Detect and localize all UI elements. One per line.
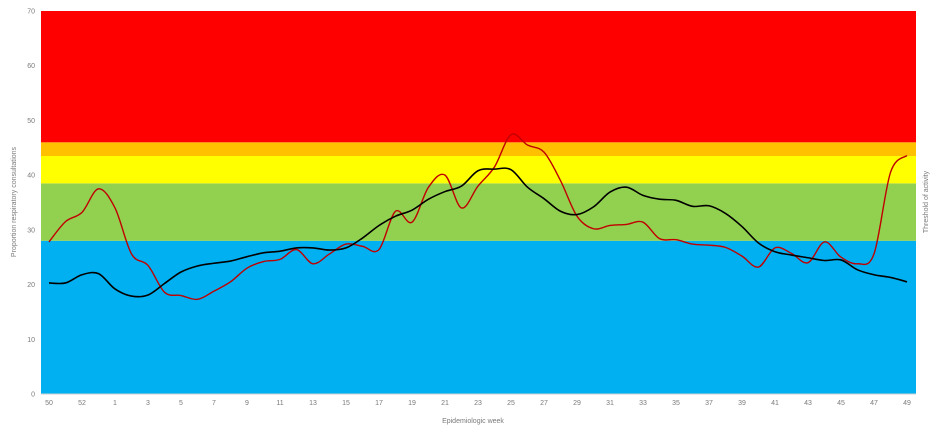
threshold-band-1	[41, 183, 916, 241]
y-tick-label: 70	[27, 9, 35, 16]
y-axis-title: Proportion respiratory consultations	[11, 146, 18, 257]
x-axis-ticks: 50 52 1 3 5 7 9 11 13 15 17 19 21 23 25 27 29 31 33 35 37 39 4…	[45, 400, 911, 407]
x-tick-label: 29	[573, 400, 581, 407]
y-axis-ticks: 0 10 20 30 40 50 60 70	[27, 9, 35, 399]
x-tick-label: 3	[146, 400, 150, 407]
x-tick-label: 50	[45, 400, 53, 407]
x-tick-label: 35	[672, 400, 680, 407]
y-axis-title-right: Threshold of activity	[923, 170, 930, 233]
y-tick-label: 50	[27, 118, 35, 125]
x-tick-label: 21	[441, 400, 449, 407]
threshold-band-4	[41, 11, 916, 143]
x-tick-label: 33	[639, 400, 647, 407]
x-tick-label: 19	[408, 400, 416, 407]
x-tick-label: 31	[606, 400, 614, 407]
x-tick-label: 13	[309, 400, 317, 407]
y-tick-label: 10	[27, 337, 35, 344]
x-tick-label: 17	[375, 400, 383, 407]
x-axis-title: Epidemiologic week	[442, 418, 504, 425]
y-tick-label: 40	[27, 173, 35, 180]
x-tick-label: 15	[342, 400, 350, 407]
x-tick-label: 41	[771, 400, 779, 407]
x-tick-label: 47	[870, 400, 878, 407]
y-tick-label: 0	[31, 392, 35, 399]
series-line-0	[48, 133, 908, 301]
series-group	[48, 133, 908, 301]
y-tick-label: 20	[27, 282, 35, 289]
x-tick-label: 11	[276, 400, 283, 407]
series-line-1	[48, 167, 908, 298]
x-tick-label: 52	[78, 400, 86, 407]
threshold-band-3	[41, 142, 916, 156]
x-tick-label: 45	[837, 400, 845, 407]
x-tick-label: 5	[179, 400, 183, 407]
threshold-bands	[41, 11, 916, 395]
x-tick-label: 25	[507, 400, 515, 407]
x-tick-label: 37	[705, 400, 713, 407]
x-tick-label: 9	[245, 400, 249, 407]
x-tick-label: 27	[540, 400, 548, 407]
threshold-band-0	[41, 240, 916, 394]
y-tick-label: 60	[27, 63, 35, 70]
x-tick-label: 39	[738, 400, 746, 407]
x-tick-label: 23	[474, 400, 482, 407]
y-tick-label: 30	[27, 227, 35, 234]
x-tick-label: 7	[212, 400, 216, 407]
x-tick-label: 1	[113, 400, 117, 407]
x-tick-label: 43	[804, 400, 812, 407]
x-tick-label: 49	[903, 400, 911, 407]
